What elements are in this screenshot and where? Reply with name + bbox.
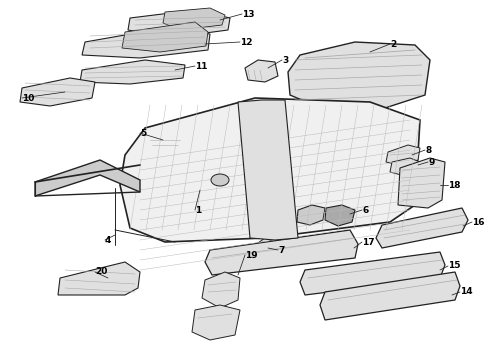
Polygon shape bbox=[238, 100, 298, 240]
Ellipse shape bbox=[334, 76, 356, 88]
Text: 5: 5 bbox=[140, 129, 146, 138]
Polygon shape bbox=[122, 22, 208, 52]
Text: 8: 8 bbox=[425, 145, 431, 154]
Polygon shape bbox=[253, 238, 275, 258]
Text: 4: 4 bbox=[105, 235, 111, 244]
Polygon shape bbox=[20, 78, 95, 106]
Text: 18: 18 bbox=[448, 180, 461, 189]
Ellipse shape bbox=[316, 212, 320, 216]
Text: 12: 12 bbox=[240, 37, 252, 46]
Polygon shape bbox=[192, 305, 240, 340]
Polygon shape bbox=[82, 28, 210, 58]
Polygon shape bbox=[80, 60, 185, 84]
Polygon shape bbox=[390, 158, 420, 176]
Ellipse shape bbox=[325, 300, 341, 310]
Ellipse shape bbox=[301, 212, 307, 216]
Ellipse shape bbox=[382, 73, 398, 83]
Text: 1: 1 bbox=[195, 206, 201, 215]
Polygon shape bbox=[325, 205, 355, 226]
Text: 9: 9 bbox=[428, 158, 434, 166]
Text: 16: 16 bbox=[472, 217, 485, 226]
Text: 13: 13 bbox=[242, 9, 254, 18]
Polygon shape bbox=[120, 98, 420, 242]
Polygon shape bbox=[58, 262, 140, 295]
Polygon shape bbox=[245, 60, 278, 82]
Polygon shape bbox=[288, 42, 430, 110]
Text: 11: 11 bbox=[195, 62, 207, 71]
Polygon shape bbox=[202, 272, 240, 308]
Polygon shape bbox=[146, 128, 183, 152]
Polygon shape bbox=[205, 230, 358, 275]
Ellipse shape bbox=[304, 277, 320, 287]
Ellipse shape bbox=[211, 174, 229, 186]
Text: 20: 20 bbox=[95, 267, 107, 276]
Text: 19: 19 bbox=[245, 251, 258, 260]
Text: 3: 3 bbox=[282, 55, 288, 64]
Ellipse shape bbox=[329, 212, 335, 216]
Text: 14: 14 bbox=[460, 288, 473, 297]
Polygon shape bbox=[300, 252, 445, 295]
Ellipse shape bbox=[210, 255, 230, 269]
Text: 15: 15 bbox=[448, 261, 461, 270]
Polygon shape bbox=[376, 208, 468, 248]
Polygon shape bbox=[128, 10, 230, 38]
Polygon shape bbox=[320, 272, 460, 320]
Text: 2: 2 bbox=[390, 40, 396, 49]
Polygon shape bbox=[163, 8, 225, 30]
Polygon shape bbox=[386, 145, 420, 165]
Polygon shape bbox=[297, 205, 325, 225]
Text: 10: 10 bbox=[22, 94, 34, 103]
Text: 6: 6 bbox=[362, 206, 368, 215]
Ellipse shape bbox=[343, 212, 348, 216]
Text: 7: 7 bbox=[278, 246, 284, 255]
Polygon shape bbox=[35, 160, 140, 196]
Text: 17: 17 bbox=[362, 238, 375, 247]
Polygon shape bbox=[398, 158, 445, 208]
